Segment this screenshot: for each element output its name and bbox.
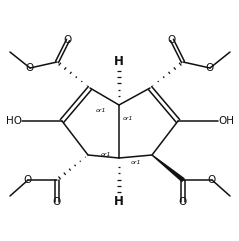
Text: O: O [26, 63, 34, 73]
Polygon shape [152, 155, 184, 181]
Text: H: H [114, 195, 124, 208]
Text: or1: or1 [123, 115, 134, 120]
Text: or1: or1 [96, 107, 107, 113]
Text: O: O [53, 197, 61, 207]
Text: O: O [208, 175, 216, 185]
Text: or1: or1 [131, 160, 141, 165]
Text: HO: HO [6, 116, 22, 126]
Text: O: O [168, 35, 176, 45]
Text: H: H [114, 55, 124, 68]
Text: O: O [24, 175, 32, 185]
Text: OH: OH [218, 116, 234, 126]
Text: O: O [179, 197, 187, 207]
Text: or1: or1 [101, 153, 112, 158]
Text: O: O [206, 63, 214, 73]
Text: O: O [64, 35, 72, 45]
